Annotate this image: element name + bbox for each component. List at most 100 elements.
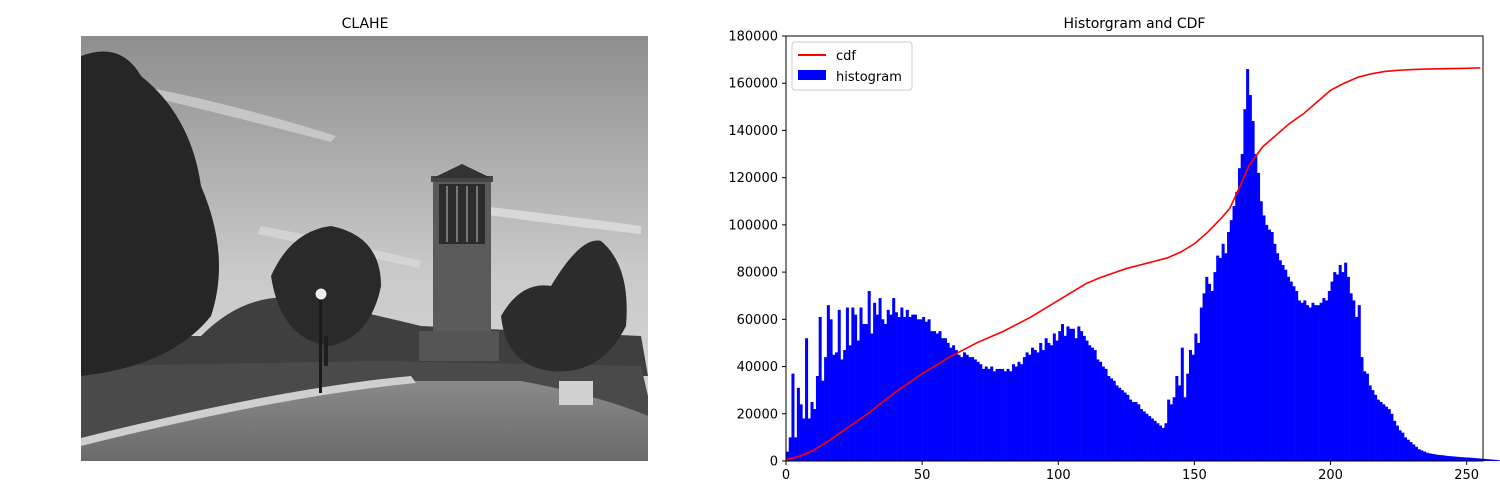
histogram-bar: [1295, 291, 1299, 461]
histogram-bar: [1472, 457, 1476, 461]
histogram-bar: [1488, 459, 1492, 461]
histogram-bar: [1365, 373, 1369, 461]
histogram-bar: [829, 319, 833, 461]
histogram-bar: [962, 352, 966, 461]
histogram-bar: [1491, 459, 1495, 461]
y-tick-label: 180000: [728, 30, 778, 45]
histogram-bar: [796, 387, 800, 461]
histogram-bar: [1208, 283, 1212, 461]
histogram-bar: [1096, 359, 1100, 461]
histogram-bar: [1368, 385, 1372, 461]
y-tick-label: 60000: [737, 313, 778, 328]
histogram-bar: [1188, 350, 1192, 461]
histogram-bar: [1496, 460, 1500, 461]
histogram-bar: [1455, 456, 1459, 461]
histogram-bar: [1066, 326, 1070, 461]
histogram-bar: [1142, 411, 1146, 461]
histogram-bar: [1123, 392, 1127, 461]
histogram-bar: [1118, 387, 1122, 461]
histogram-bar: [1006, 368, 1010, 461]
tree-left: [81, 51, 219, 376]
histogram-bar: [867, 291, 871, 461]
histogram-bar: [845, 307, 849, 461]
histogram-bar: [1031, 347, 1035, 461]
histogram-bar: [1071, 328, 1075, 461]
histogram-bars: [786, 69, 1500, 462]
histogram-bar: [1349, 293, 1353, 461]
histogram-bar: [1077, 326, 1081, 461]
histogram-bar: [1022, 357, 1026, 461]
histogram-bar: [1047, 342, 1051, 461]
histogram-bar: [1115, 385, 1119, 461]
histogram-bar: [1050, 345, 1054, 461]
histogram-bar: [1474, 458, 1478, 461]
tree-right: [501, 240, 627, 372]
histogram-bar: [856, 340, 860, 461]
histogram-bar: [1129, 399, 1133, 461]
histogram-bar: [881, 319, 885, 461]
histogram-bar: [1262, 215, 1266, 461]
histogram-bar: [1156, 423, 1160, 461]
histogram-bar: [1357, 305, 1361, 461]
histogram-bar: [1384, 406, 1389, 461]
histogram-bar: [1469, 457, 1473, 461]
histogram-bar: [1314, 305, 1318, 461]
histogram-bar: [1270, 231, 1274, 461]
x-axis: 0 50 100 150 200 250: [782, 461, 1479, 483]
histogram-bar: [892, 298, 896, 461]
histogram-bar: [854, 314, 858, 461]
histogram-bar: [1273, 243, 1277, 461]
histogram-bar: [884, 324, 888, 461]
histogram-bar: [1360, 357, 1364, 461]
histogram-bar: [1409, 442, 1413, 461]
x-tick-label: 250: [1454, 468, 1479, 483]
histogram-bar: [818, 316, 822, 461]
histogram-bar: [935, 333, 939, 461]
histogram-bar: [1281, 265, 1285, 461]
histogram-bar: [987, 368, 991, 461]
histogram-bar: [1139, 409, 1143, 461]
histogram-bar: [864, 324, 868, 461]
histogram-bar: [965, 354, 969, 461]
histogram-bar: [1319, 302, 1323, 461]
x-tick-label: 150: [1182, 468, 1207, 483]
histogram-bar: [1303, 300, 1307, 461]
histogram-bar: [1311, 302, 1315, 461]
histogram-bar: [843, 350, 847, 461]
histogram-bar: [1395, 425, 1399, 461]
histogram-bar: [1406, 439, 1410, 461]
y-axis: 0 20000 40000 60000 80000 100000 120000 140000 1…: [728, 30, 786, 470]
histogram-bar: [946, 342, 950, 461]
histogram-bar: [1374, 394, 1378, 461]
histogram-bar: [1052, 333, 1056, 461]
histogram-bar: [1003, 371, 1007, 461]
y-tick-label: 140000: [728, 124, 778, 139]
histogram-bar: [1218, 257, 1222, 461]
lamp-post: [314, 287, 328, 393]
y-tick-label: 120000: [728, 171, 778, 186]
histogram-bar: [908, 316, 912, 461]
histogram-bar: [1104, 368, 1108, 461]
histogram-bar: [1191, 354, 1195, 461]
histogram-bar: [1202, 293, 1206, 461]
histogram-bar: [1180, 347, 1184, 461]
histogram-bar: [1080, 331, 1084, 461]
histogram-bar: [1161, 427, 1165, 461]
histogram-bar: [960, 357, 964, 461]
histogram-bar: [992, 371, 996, 461]
histogram-bar: [916, 319, 920, 461]
histogram-bar: [957, 354, 961, 461]
x-tick-label: 0: [782, 468, 790, 483]
histogram-bar: [1039, 342, 1043, 461]
histogram-bar: [938, 331, 942, 461]
histogram-bar: [952, 345, 956, 461]
histogram-bar: [1355, 316, 1359, 461]
histogram-bar: [900, 307, 904, 461]
cloud-streak: [147, 88, 336, 142]
histogram-bar: [1205, 276, 1209, 461]
histogram-bar: [1333, 272, 1337, 461]
histogram-bar: [786, 451, 790, 461]
y-tick-label: 40000: [737, 360, 778, 375]
cloud-streak: [481, 206, 641, 234]
histogram-bar: [1145, 413, 1149, 461]
